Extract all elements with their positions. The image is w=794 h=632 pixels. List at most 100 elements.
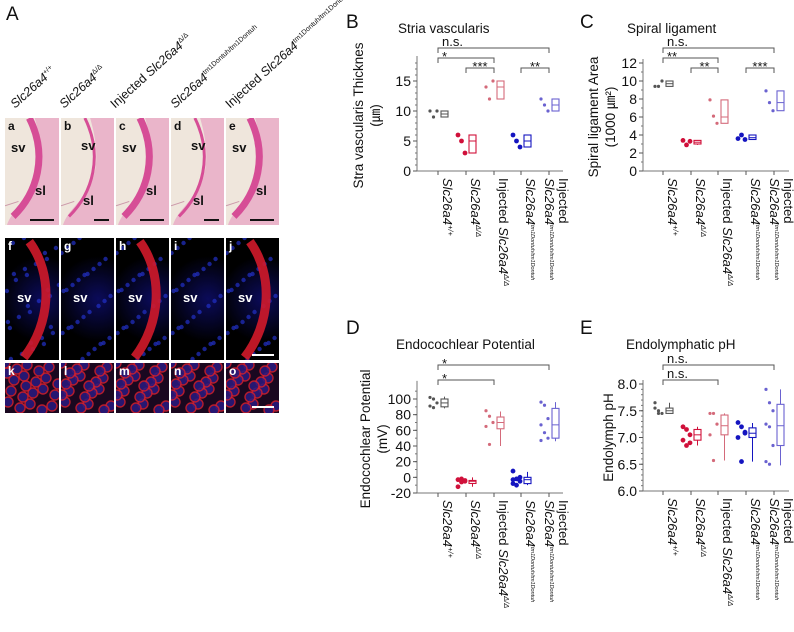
group-2 [484,409,505,447]
data-point [510,468,516,474]
x-category-label: Slc26a4+/+ [665,178,680,236]
x-category-label: Slc26a4tm1Dontuh/tm1Dontuh [542,178,557,280]
data-point [455,132,461,138]
y-tick-label: -20 [391,485,411,501]
data-point [484,85,488,89]
sl-label: sl [35,183,46,198]
x-category-label: Slc26a4tm1Dontuh/tm1Dontuh [748,178,763,280]
micrograph-label: c [119,119,126,133]
data-point [680,437,686,443]
y-tick-label: 7.5 [618,403,638,419]
chart-title: Endolymphatic pH [626,337,736,352]
significance-label: n.s. [667,366,688,381]
bracket-line [662,364,775,370]
data-point [656,411,661,416]
y-tick-label: 6 [629,109,637,125]
micrograph-l: l [61,363,114,413]
group-3 [510,468,532,488]
data-point [546,436,550,440]
box [720,414,729,436]
y-axis-label: Endocochlear Potential [358,370,373,509]
micrograph-label: a [8,119,15,133]
significance-label: * [442,49,447,64]
micrograph-label: d [174,119,182,133]
micrograph-n: n [171,363,224,413]
micrograph-label: g [64,239,72,253]
y-tick-label: 15 [395,73,411,89]
sv-label: sv [191,138,206,153]
x-category-label: Slc26a4tm1Dontuh/tm1Dontuh [748,498,763,600]
box [551,407,560,439]
significance-bracket: n.s. [662,366,719,385]
box [776,90,785,112]
data-point [542,431,547,435]
data-point [517,144,523,150]
sv-label: sv [122,140,137,155]
x-category-label: Slc26a4tm1Dontuh/tm1Dontuh [767,178,782,280]
significance-label: *** [472,59,487,74]
x-category-label: Injected Slc26a4Δ/Δ [496,500,511,608]
group-3 [510,132,532,150]
micrograph-k: k [5,363,59,413]
data-point [708,98,712,102]
micrograph-label: b [64,119,72,133]
data-point [653,406,657,410]
bracket-line [437,47,550,53]
group-3 [735,132,757,142]
group-1 [680,424,702,448]
micrograph-label: n [174,364,182,378]
group-0 [653,401,674,416]
sv-label: sv [81,138,96,153]
y-tick-label: 7.0 [618,430,638,446]
data-point [462,478,468,484]
y-tick-label: 10 [395,103,411,119]
x-category-label: Slc26a4tm1Dontuh/tm1Dontuh [767,498,782,600]
data-point [708,411,712,416]
scale-bar [204,219,219,221]
group-3 [735,420,757,464]
bracket-line [662,47,775,53]
micrograph-d: d sv sl [171,118,224,225]
significance-bracket: * [437,49,495,64]
x-category-label: Slc26a4Δ/Δ [468,500,483,559]
panel-letter-a: A [6,4,19,25]
data-point [660,411,664,416]
x-category-label: Slc26a4+/+ [440,178,455,236]
significance-bracket: ** [690,59,719,74]
data-point [656,84,661,88]
bracket-line [662,57,719,63]
x-category-label: Injected [781,498,794,544]
micrograph-label: k [8,364,15,378]
data-point [742,137,748,142]
data-point [455,484,461,490]
box [748,427,757,439]
data-point [684,142,689,148]
significance-label: ** [530,59,540,74]
significance-bracket: * [437,356,550,371]
data-point [711,411,716,416]
data-point [767,425,772,429]
significance-label: *** [752,59,767,74]
x-category-label: Slc26a4+/+ [440,500,455,558]
x-category-label: Injected [556,500,571,546]
data-point [546,416,550,421]
micrograph-label: h [119,239,127,253]
micrograph-label: o [229,364,237,378]
micrograph-label: m [119,364,130,378]
scale-bar [252,354,274,356]
chart-title: Stria vascularis [398,21,490,36]
significance-bracket: n.s. [662,34,775,53]
chart-E: 6.0 6.5 7.0 7.5 8.0 E Endolymphatic pH Endolymp… [580,318,794,606]
data-point [735,420,741,425]
data-point [487,97,492,101]
significance-bracket: ** [662,49,719,64]
y-tick-label: 5 [403,133,411,149]
x-category-label: Injected Slc26a4Δ/Δ [720,178,735,286]
micrograph-label: f [8,239,12,253]
data-point [687,440,693,446]
data-point [680,424,686,430]
data-point [539,423,543,427]
significance-label: ** [667,49,677,64]
micrograph-label: e [229,119,236,133]
